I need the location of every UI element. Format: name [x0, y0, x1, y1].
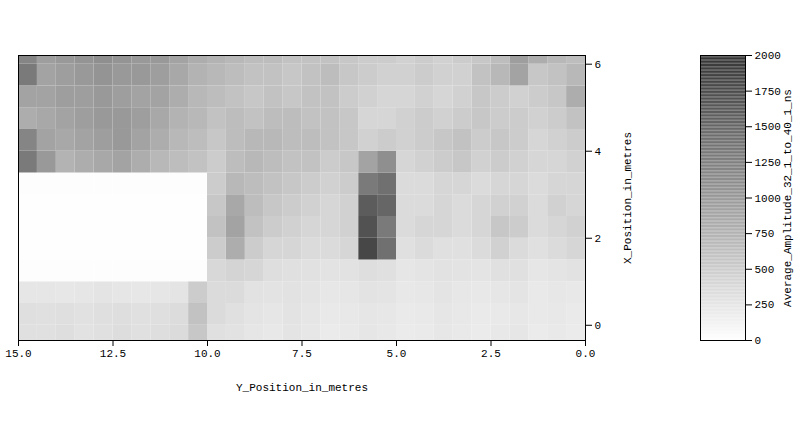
- svg-text:0: 0: [595, 320, 602, 332]
- svg-text:Average_Amplitude_32_1_to_40_1: Average_Amplitude_32_1_to_40_1_ns: [782, 89, 794, 307]
- svg-text:7.5: 7.5: [292, 348, 312, 360]
- svg-text:15.0: 15.0: [5, 348, 31, 360]
- svg-text:2.5: 2.5: [481, 348, 501, 360]
- svg-text:750: 750: [755, 228, 775, 240]
- svg-text:12.5: 12.5: [100, 348, 126, 360]
- svg-text:2000: 2000: [755, 50, 781, 62]
- svg-text:2: 2: [595, 233, 602, 245]
- svg-text:Y_Position_in_metres: Y_Position_in_metres: [236, 382, 368, 394]
- svg-text:0: 0: [755, 335, 762, 347]
- svg-text:5.0: 5.0: [387, 348, 407, 360]
- svg-text:4: 4: [595, 146, 602, 158]
- svg-text:6: 6: [595, 59, 602, 71]
- svg-text:1750: 1750: [755, 86, 781, 98]
- svg-text:1250: 1250: [755, 157, 781, 169]
- svg-text:1000: 1000: [755, 193, 781, 205]
- svg-text:X_Position_in_metres: X_Position_in_metres: [622, 132, 634, 264]
- svg-text:10.0: 10.0: [194, 348, 220, 360]
- svg-text:250: 250: [755, 299, 775, 311]
- svg-text:1500: 1500: [755, 121, 781, 133]
- svg-text:0.0: 0.0: [576, 348, 596, 360]
- svg-text:500: 500: [755, 264, 775, 276]
